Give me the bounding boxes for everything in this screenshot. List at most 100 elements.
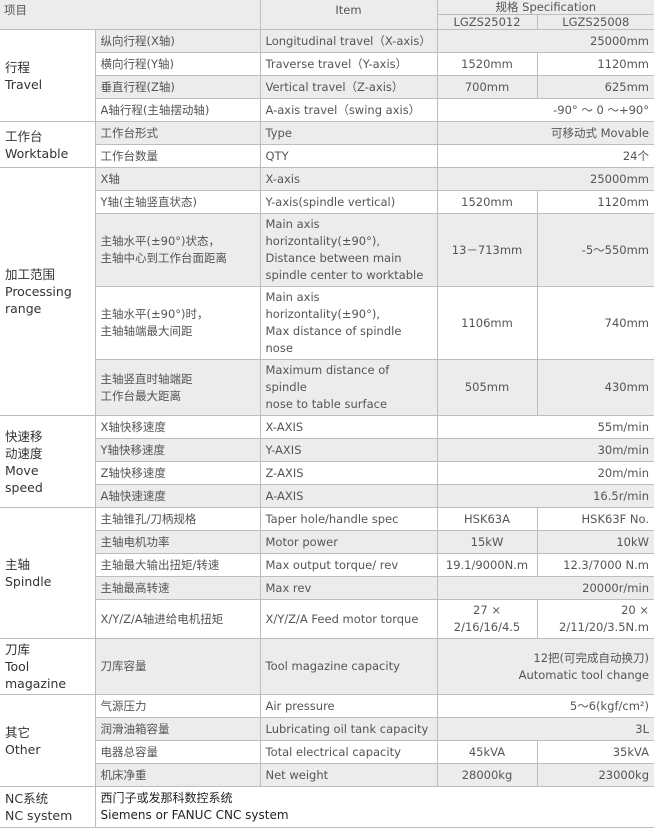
item-en: Vertical travel（Z-axis） [259, 75, 438, 99]
table-row: 快速移 动速度 Move speed X轴快移速度 X-AXIS 55m/min [0, 415, 654, 508]
table-row: Z轴快移速度 Z-AXIS 20m/min [0, 461, 654, 485]
item-en: Longitudinal travel（X-axis） [259, 29, 438, 53]
item-cn: A轴快速速度 [95, 484, 261, 508]
spec-value-model-1: 1520mm [436, 52, 538, 76]
spec-value: 25000mm [436, 167, 654, 191]
spec-value-model-2: 430mm [536, 359, 654, 416]
table-row: 主轴水平(±90°)状态， 主轴中心到工作台面距离 Main axis horiz… [0, 213, 654, 287]
item-en: Motor power [259, 530, 438, 554]
spec-value: -90° ～ 0 ～+90° [436, 98, 654, 122]
item-cn: 垂直行程(Z轴) [95, 75, 261, 99]
table-row: 主轴水平(±90°)时， 主轴轴端最大间距 Main axis horizonta… [0, 286, 654, 360]
item-cn: 主轴锥孔/刀柄规格 [94, 507, 261, 531]
group-label: 工作台 Worktable [0, 121, 96, 168]
item-en: Y-axis(spindle vertical) [259, 190, 438, 214]
item-cn: A轴行程(主轴摆动轴) [95, 98, 261, 122]
item-en: Type [259, 121, 438, 145]
group-label: 其它 Other [0, 694, 96, 787]
item-cn: 横向行程(Y轴) [95, 52, 261, 76]
item-cn: 纵向行程(X轴) [94, 29, 261, 53]
table-row: 主轴竖直时轴端距 工作台最大距离 Maximum distance of spin… [0, 359, 654, 416]
spec-value-model-1: 19.1/9000N.m [436, 553, 538, 577]
spec-value: 55m/min [436, 415, 654, 439]
table-row: 垂直行程(Z轴) Vertical travel（Z-axis） 700mm 625m… [0, 75, 654, 99]
header-spec: 规格 Specification [436, 0, 654, 15]
table-row: A轴快速速度 A-AXIS 16.5r/min [0, 484, 654, 508]
spec-value: 20000r/min [436, 576, 654, 600]
group-label: 行程 Travel [0, 29, 96, 122]
item-en: X-AXIS [259, 415, 438, 439]
item-en: Main axis horizontality(±90°), Max dista… [259, 286, 438, 360]
spec-value-model-2: 35kVA [536, 740, 654, 764]
table-row: Y轴快移速度 Y-AXIS 30m/min [0, 438, 654, 462]
nc-system-value: 西门子或发那科数控系统 Siemens or FANUC CNC system [94, 786, 654, 828]
item-cn: X轴快移速度 [94, 415, 261, 439]
item-cn: Y轴快移速度 [95, 438, 261, 462]
table-row: 机床净重 Net weight 28000kg 23000kg [0, 763, 654, 787]
table-row: 主轴电机功率 Motor power 15kW 10kW [0, 530, 654, 554]
item-en: Taper hole/handle spec [259, 507, 438, 531]
spec-value-model-1: 700mm [436, 75, 538, 99]
group-label: 刀库 Tool magazine [0, 638, 96, 695]
table-row: 刀库 Tool magazine 刀库容量 Tool magazine capaci… [0, 638, 654, 695]
nc-system-label: NC系统 NC system [0, 786, 96, 828]
spec-value: 可移动式 Movable [436, 121, 654, 145]
spec-value-model-1: 1520mm [436, 190, 538, 214]
table-row: Y轴(主轴竖直状态) Y-axis(spindle vertical) 1520mm… [0, 190, 654, 214]
item-en: A-AXIS [259, 484, 438, 508]
item-cn: X轴 [94, 167, 261, 191]
spec-value: 16.5r/min [436, 484, 654, 508]
item-en: QTY [259, 144, 438, 168]
item-cn: 主轴最大输出扭矩/转速 [95, 553, 261, 577]
header-item-en: Item [259, 0, 438, 30]
item-en: Tool magazine capacity [259, 638, 438, 695]
spec-value-model-2: 23000kg [536, 763, 654, 787]
item-cn: 气源压力 [94, 694, 261, 718]
spec-value: 20m/min [436, 461, 654, 485]
item-cn: 主轴电机功率 [95, 530, 261, 554]
spec-value-model-1: HSK63A [436, 507, 538, 531]
item-en: Max output torque/ rev [259, 553, 438, 577]
spec-value-model-2: 625mm [536, 75, 654, 99]
table-row: X/Y/Z/A轴进给电机扭矩 X/Y/Z/A Feed motor torque 2… [0, 599, 654, 639]
spec-value: 24个 [436, 144, 654, 168]
item-cn: X/Y/Z/A轴进给电机扭矩 [95, 599, 261, 639]
table-row: 行程 Travel 纵向行程(X轴) Longitudinal travel（X-a… [0, 29, 654, 122]
nc-system-row: NC系统 NC system 西门子或发那科数控系统 Siemens or FAN… [0, 786, 654, 828]
table-row: A轴行程(主轴摆动轴) A-axis travel（swing axis） -90°… [0, 98, 654, 122]
table-row: 加工范围 Processing range X轴 X-axis 25000mm [0, 167, 654, 416]
item-cn: 机床净重 [95, 763, 261, 787]
item-en: Y-AXIS [259, 438, 438, 462]
spec-value-model-1: 28000kg [436, 763, 538, 787]
group-label: 主轴 Spindle [0, 507, 96, 639]
spec-value-model-1: 45kVA [436, 740, 538, 764]
item-cn: 刀库容量 [94, 638, 261, 695]
table-row: 主轴最高转速 Max rev 20000r/min [0, 576, 654, 600]
spec-value-model-2: 12.3/7000 N.m [536, 553, 654, 577]
item-en: Air pressure [259, 694, 438, 718]
spec-value-model-1: 13－713mm [436, 213, 538, 287]
table-row: 其它 Other 气源压力 Air pressure 5～6(kgf/cm²) [0, 694, 654, 787]
item-en: X-axis [259, 167, 438, 191]
spec-value: 3L [436, 717, 654, 741]
item-cn: 主轴最高转速 [95, 576, 261, 600]
item-cn: 润滑油箱容量 [95, 717, 261, 741]
group-label: 加工范围 Processing range [0, 167, 96, 416]
item-cn: Y轴(主轴竖直状态) [95, 190, 261, 214]
header-model-2: LGZS25008 [536, 14, 654, 30]
spec-value: 30m/min [436, 438, 654, 462]
item-cn: 电器总容量 [95, 740, 261, 764]
spec-value-model-2: 1120mm [536, 52, 654, 76]
header-row: 项目 Item 规格 Specification [0, 0, 654, 30]
table-row: 主轴最大输出扭矩/转速 Max output torque/ rev 19.1/90… [0, 553, 654, 577]
table-row: 工作台 Worktable 工作台形式 Type 可移动式 Movable [0, 121, 654, 168]
item-en: Lubricating oil tank capacity [259, 717, 438, 741]
spec-value: 25000mm [436, 29, 654, 53]
item-cn: 工作台形式 [94, 121, 261, 145]
spec-value-model-1: 15kW [436, 530, 538, 554]
spec-value-model-1: 1106mm [436, 286, 538, 360]
header-model-1: LGZS25012 [437, 14, 538, 30]
item-en: Z-AXIS [259, 461, 438, 485]
header-item-cn: 项目 [0, 0, 261, 30]
item-cn: 主轴水平(±90°)时， 主轴轴端最大间距 [95, 286, 261, 360]
